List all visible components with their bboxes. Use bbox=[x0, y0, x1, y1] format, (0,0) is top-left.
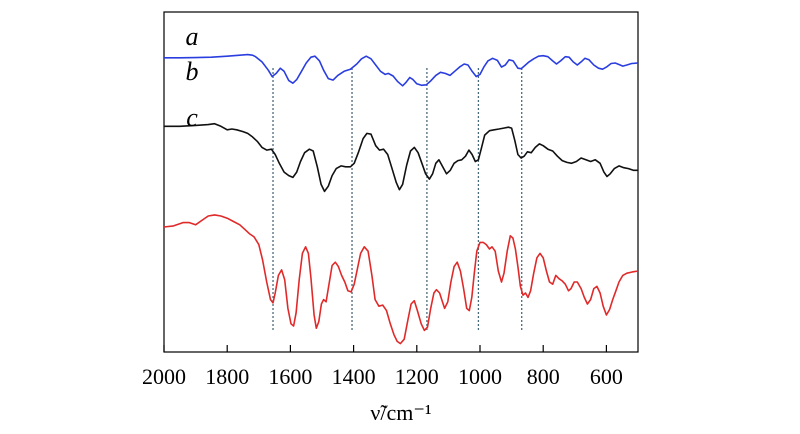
x-tick-label-1600: 1600 bbox=[268, 364, 312, 389]
x-tick-label-1000: 1000 bbox=[458, 364, 502, 389]
series-line-c bbox=[163, 214, 639, 345]
x-tick-label-1200: 1200 bbox=[395, 364, 439, 389]
x-tick-label-1800: 1800 bbox=[205, 364, 249, 389]
x-axis-title: ν̃/cm⁻¹ bbox=[370, 400, 431, 425]
series-line-b bbox=[164, 122, 638, 193]
series-line-a bbox=[164, 53, 639, 87]
series-group bbox=[163, 53, 639, 345]
x-tick-label-800: 800 bbox=[527, 364, 560, 389]
series-label-b: b bbox=[186, 57, 199, 86]
series-label-c: c bbox=[186, 103, 198, 132]
x-axis-ticks: 2000 1800 1600 1400 1200 1000 800 600 bbox=[142, 345, 623, 389]
series-labels: abc bbox=[186, 22, 199, 132]
x-tick-label-1400: 1400 bbox=[332, 364, 376, 389]
plot-frame bbox=[163, 11, 639, 353]
reference-lines bbox=[272, 68, 523, 330]
x-tick-label-2000: 2000 bbox=[142, 364, 186, 389]
x-tick-label-600: 600 bbox=[590, 364, 623, 389]
series-label-a: a bbox=[186, 22, 199, 51]
